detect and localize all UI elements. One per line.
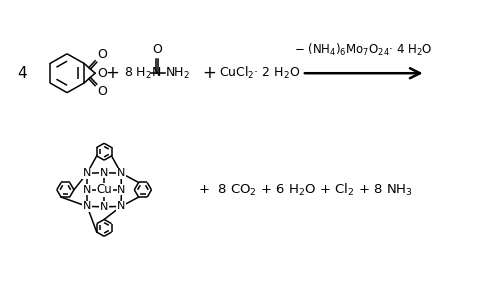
Text: NH$_2$: NH$_2$ bbox=[166, 66, 190, 81]
Text: Cu: Cu bbox=[96, 183, 112, 196]
Text: O: O bbox=[152, 43, 162, 56]
Text: N: N bbox=[83, 168, 92, 178]
Text: +: + bbox=[202, 64, 216, 82]
Text: O: O bbox=[97, 67, 107, 80]
Text: N: N bbox=[118, 185, 126, 195]
Text: O: O bbox=[97, 48, 107, 61]
Text: 4: 4 bbox=[17, 66, 26, 81]
Text: CuCl$_2$· 2 H$_2$O: CuCl$_2$· 2 H$_2$O bbox=[220, 65, 300, 81]
Text: 8 H$_2$N: 8 H$_2$N bbox=[124, 66, 162, 81]
Text: $+$  8 CO$_2$ + 6 H$_2$O + Cl$_2$ + 8 NH$_3$: $+$ 8 CO$_2$ + 6 H$_2$O + Cl$_2$ + 8 NH$… bbox=[198, 182, 413, 198]
Text: N: N bbox=[117, 168, 126, 178]
Text: O: O bbox=[97, 85, 107, 98]
Text: N: N bbox=[117, 201, 126, 211]
Text: N: N bbox=[82, 185, 91, 195]
Text: N: N bbox=[100, 168, 108, 178]
Text: N: N bbox=[83, 201, 92, 211]
Text: N: N bbox=[100, 202, 108, 212]
Text: $-$ (NH$_4$)$_6$Mo$_7$O$_{24}$· 4 H$_2$O: $-$ (NH$_4$)$_6$Mo$_7$O$_{24}$· 4 H$_2$O bbox=[294, 42, 433, 58]
Text: +: + bbox=[106, 64, 120, 82]
